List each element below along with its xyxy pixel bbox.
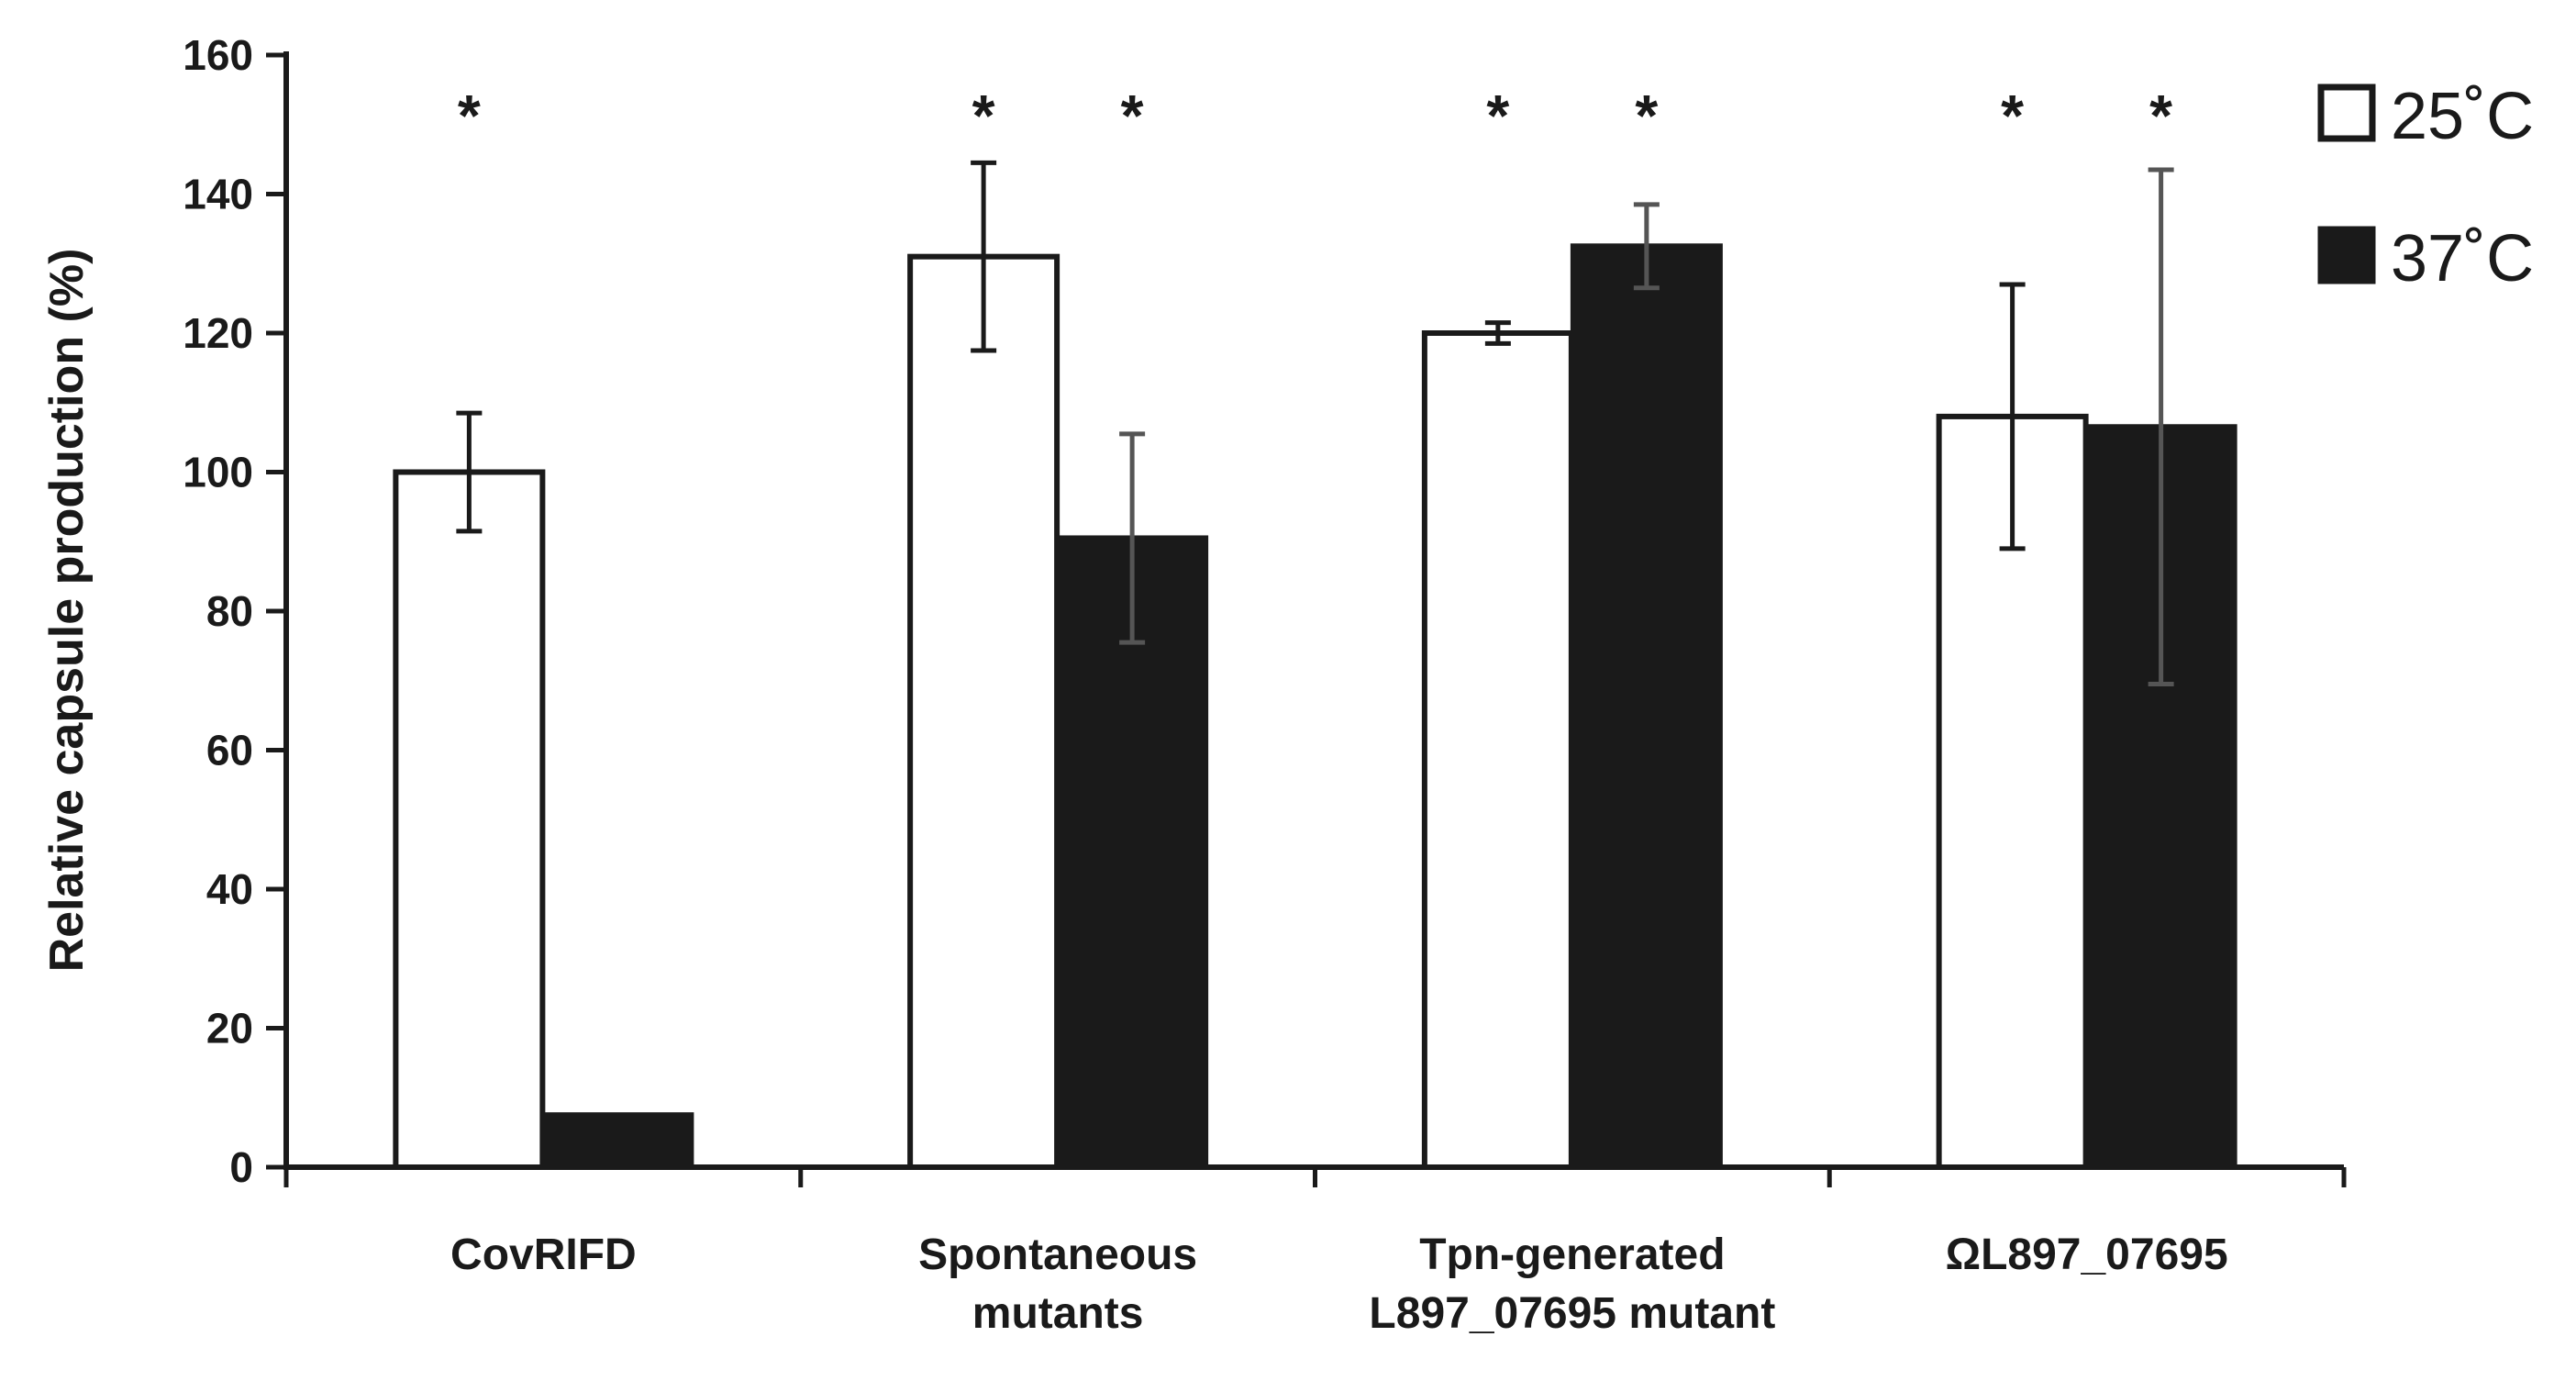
legend: 25˚C 37˚C [2317,80,2534,295]
y-tick-label: 20 [206,1005,253,1052]
bar-white [393,469,546,1170]
bar-black [1570,243,1723,1170]
category-label: CovRIFD [450,1231,637,1279]
category-labels: CovRIFD Spontaneous mutants Tpn-generated L8… [450,1231,2228,1338]
y-tick-label: 80 [206,587,253,635]
significance-star: * [1486,83,1509,149]
legend-label: 37˚C [2391,222,2534,295]
y-tick-label: 0 [229,1143,253,1191]
y-axis-title: Relative capsule production (%) [40,249,94,973]
y-tick-label: 120 [183,309,253,357]
legend-swatch [2317,84,2376,142]
category-label: mutants [972,1289,1144,1338]
error-bars [456,160,2174,687]
y-tick-label: 140 [183,171,253,218]
legend-swatch [2317,226,2376,284]
significance-star: * [1121,83,1144,149]
bar-black [541,1112,694,1170]
bar-white [907,253,1060,1170]
y-tick-label: 60 [206,727,253,774]
significance-markers: * * * * * * * [458,83,2172,149]
y-tick-label: 100 [183,449,253,496]
y-tick-label: 160 [183,31,253,79]
category-label: ΩL897_07695 [1946,1231,2228,1279]
significance-star: * [2149,83,2172,149]
category-label: Spontaneous [918,1231,1197,1279]
category-label: L897_07695 mutant [1369,1289,1775,1338]
bars [393,243,2237,1170]
legend-label: 25˚C [2391,80,2534,153]
significance-star: * [2001,83,2024,149]
y-axis-title-group: Relative capsule production (%) [40,249,94,973]
significance-star: * [972,83,995,149]
y-tick-label: 40 [206,865,253,913]
significance-star: * [1635,83,1658,149]
bar-white [1421,330,1574,1170]
significance-star: * [458,83,481,149]
category-label: Tpn-generated [1419,1231,1725,1279]
